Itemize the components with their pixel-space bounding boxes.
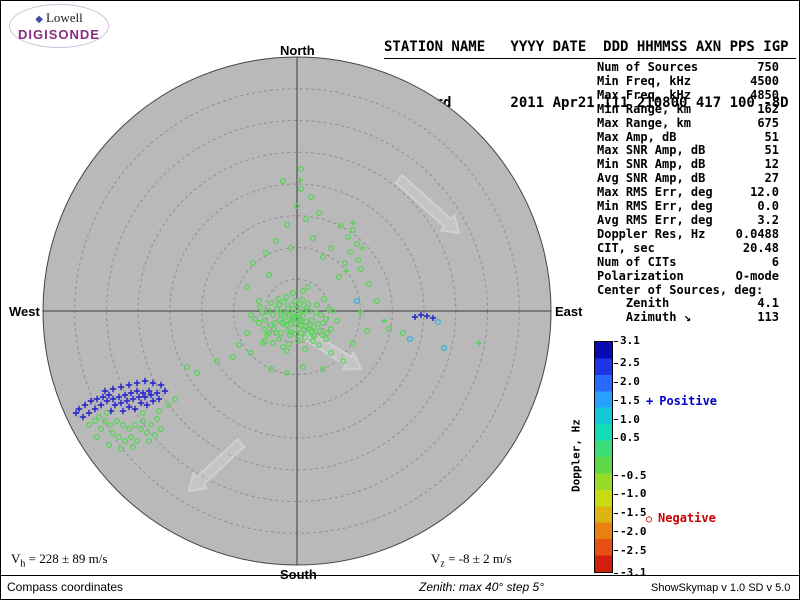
vh-subscript: h [20,558,26,570]
colorbar-tick-mark [614,381,618,383]
drift-arrow-icon [302,329,363,371]
colorbar-tick-label: -1.0 [620,487,647,501]
series-sw-green [85,395,179,453]
colorbar-tick-label: -2.5 [620,543,647,557]
colorbar-tick-mark [614,550,618,552]
coordinate-system-label: Compass coordinates [7,580,124,594]
colorbar-tick-label: -2.0 [620,524,647,538]
stat-row: Min RMS Err, deg 0.0 [597,199,779,214]
status-bar: Compass coordinates Zenith: max 40° step… [1,575,799,599]
stat-row: Polarization O-mode [597,268,779,283]
vz-subscript: z [440,558,445,570]
drift-arrows [187,173,461,493]
stat-row: CIT, sec 20.48 [597,240,779,255]
legend-negative: ○ Negative [646,511,716,525]
compass-north-label: North [280,43,315,58]
colorbar-tick-mark [614,512,618,514]
colorbar-tick-mark [614,400,618,402]
vertical-velocity: Vz = -8 ± 2 m/s [431,551,512,570]
stat-row: Min SNR Amp, dB 12 [597,157,779,172]
colorbar-tick-mark [614,531,618,533]
series-scattered-green [183,165,407,377]
horizontal-velocity: Vh = 228 ± 89 m/s [11,551,107,570]
stat-row: Max SNR Amp, dB 51 [597,143,779,158]
lowell-digisonde-logo: ◆ Lowell DIGISONDE [9,4,109,48]
plus-marker-icon: + [646,394,654,408]
stat-row: Max Freq, kHz 4850 [597,87,779,102]
stat-row: Max Range, km 675 [597,115,779,130]
vz-symbol: V [431,551,441,566]
colorbar-tick-label: -1.5 [620,506,647,520]
legend-positive-label: Positive [659,394,718,408]
compass-east-label: East [555,304,583,319]
drift-arrow-icon [394,173,461,235]
series-cyan-dots [353,297,448,352]
colorbar-title: Doppler, Hz [569,419,583,492]
colorbar-tick-mark [614,475,618,477]
legend-positive: + Positive [646,394,717,408]
logo-product: DIGISONDE [18,26,100,42]
compass-south-label: South [280,567,317,582]
vh-symbol: V [11,551,21,566]
stat-row: Min Range, km 162 [597,101,779,116]
series-green-plus [297,177,482,346]
logo-brand-text: Lowell [45,9,83,25]
stat-row: Min Freq, kHz 4500 [597,73,779,88]
vz-value: = -8 ± 2 m/s [444,551,512,566]
stat-row: Avg SNR Amp, dB 27 [597,171,779,186]
header-column-titles: STATION NAME YYYY DATE DDD HHMMSS AXN PP… [384,39,796,59]
compass-west-label: West [9,304,40,319]
app-version-label: ShowSkymap v 1.0 SD v 5.0 [651,582,791,594]
stat-row: Zenith 4.1 [597,296,779,311]
stats-panel: Num of Sources 750 Min Freq, kHz 4500 Max Fr… [597,60,779,325]
colorbar-tick-label: 3.1 [620,334,640,347]
drift-arrow-icon [187,437,246,493]
zenith-range-label: Zenith: max 40° step 5° [419,580,544,594]
stat-row: Avg RMS Err, deg 3.2 [597,212,779,227]
colorbar-tick-mark [614,493,618,495]
stat-row: Num of CITs 6 [597,254,779,269]
stat-row: Max Amp, dB 51 [597,129,779,144]
diamond-icon: ◆ [35,13,43,25]
stat-row: Doppler Res, Hz 0.0488 [597,226,779,241]
colorbar-tick-mark [614,340,618,342]
skymap-svg [42,56,552,566]
stat-row: Max RMS Err, deg 12.0 [597,185,779,200]
series-east-blue-plus [412,312,436,321]
colorbar-tick-label: 2.0 [620,375,640,389]
colorbar-tick-label: 0.5 [620,431,640,445]
header: STATION NAME YYYY DATE DDD HHMMSS AXN PP… [384,5,796,146]
colorbar-tick-mark [614,419,618,421]
colorbar [594,341,613,573]
stat-row: Azimuth ↘ 113 [597,310,779,325]
colorbar-tick-mark [614,437,618,439]
series-sw-blue-plus [72,377,169,421]
colorbar-tick-mark [614,362,618,364]
series-center-cluster [247,283,341,355]
logo-brand: ◆ Lowell [35,9,83,27]
stat-row: Center of Sources, deg: [597,282,764,297]
circle-marker-icon: ○ [646,514,653,525]
colorbar-tick-label: -0.5 [620,468,647,482]
colorbar-tick-label: 2.5 [620,356,640,370]
stat-row: Num of Sources 750 [597,60,779,74]
legend-negative-label: Negative [658,511,716,525]
vh-value: = 228 ± 89 m/s [25,551,108,566]
colorbar-tick-mark [614,572,618,574]
colorbar-tick-label: 1.0 [620,412,640,426]
colorbar-tick-label: 1.5 [620,393,640,407]
